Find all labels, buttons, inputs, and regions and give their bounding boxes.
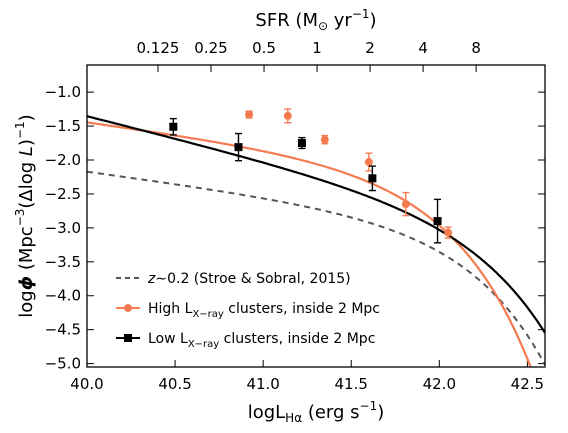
x-tick-label: 40.0: [70, 375, 103, 393]
top-tick-label: 1: [312, 39, 322, 57]
legend-item-high-lxray: High LX−ray clusters, inside 2 Mpc: [116, 301, 380, 320]
y-tick-label: −3.0: [45, 219, 81, 237]
series-points-low-lxray: [169, 117, 442, 244]
high-lxray-point: [320, 135, 329, 144]
low-lxray-point: [234, 143, 243, 152]
x-tick-label: 41.5: [335, 375, 368, 393]
y-tick-label: −1.5: [45, 117, 81, 135]
top-tick-label: 2: [365, 39, 375, 57]
high-lxray-point: [283, 111, 292, 120]
svg-text:z∼0.2 (Stroe & Sobral, 2015): z∼0.2 (Stroe & Sobral, 2015): [147, 271, 351, 287]
legend-item-low-lxray: Low LX−ray clusters, inside 2 Mpc: [116, 331, 375, 350]
series-line-stroe-sobral: [87, 170, 545, 366]
low-lxray-point: [297, 139, 306, 148]
plot-frame: [86, 64, 546, 368]
low-lxray-point: [368, 174, 377, 183]
high-lxray-point: [245, 110, 254, 119]
top-tick-label: 0.125: [137, 39, 180, 57]
y-tick-label: −2.0: [45, 151, 81, 169]
y-axis-title: logϕ (Mpc−3(Δlog L)−1): [13, 114, 37, 317]
x-tick-label: 42.0: [423, 375, 456, 393]
y-tick-label: −4.5: [45, 321, 81, 339]
top-tick-label: 0.5: [252, 39, 276, 57]
svg-text:High LX−ray clusters, inside 2: High LX−ray clusters, inside 2 Mpc: [148, 301, 380, 320]
low-lxray-point: [169, 122, 178, 131]
top-tick-label: 8: [471, 39, 481, 57]
low-lxray-point: [433, 217, 442, 226]
high-lxray-point: [401, 200, 410, 209]
y-tick-label: −1.0: [45, 83, 81, 101]
high-lxray-point: [364, 158, 373, 167]
x-tick-label: 42.5: [511, 375, 544, 393]
y-tick-label: −3.5: [45, 253, 81, 271]
x-axis-title: logLHα (erg s−1): [248, 399, 385, 425]
x-tick-label: 40.5: [158, 375, 191, 393]
x-axis-ticks: 40.0 40.5 41.0 41.5 42.0 42.5: [70, 360, 544, 393]
y-axis-ticks: −1.0 −1.5 −2.0 −2.5 −3.0 −3.5 −4.0 −4.5 −5.0: [45, 83, 545, 373]
legend: z∼0.2 (Stroe & Sobral, 2015) High LX−ray…: [116, 271, 380, 350]
series-line-high-lxray: [87, 121, 532, 367]
top-axis-title: SFR (M⊙ yr−1): [255, 7, 376, 33]
y-tick-label: −5.0: [45, 355, 81, 373]
svg-text:Low LX−ray clusters, inside 2: Low LX−ray clusters, inside 2 Mpc: [148, 331, 375, 350]
high-lxray-point: [444, 228, 453, 237]
x-tick-label: 41.0: [246, 375, 279, 393]
series-points-high-lxray: [245, 108, 453, 239]
top-tick-label: 4: [418, 39, 428, 57]
top-tick-label: 0.25: [194, 39, 227, 57]
y-tick-label: −4.0: [45, 287, 81, 305]
top-axis-ticks: 0.125 0.25 0.5 1 2 4 8: [137, 39, 481, 72]
series-line-low-lxray: [87, 115, 545, 334]
legend-item-stroe: z∼0.2 (Stroe & Sobral, 2015): [116, 271, 351, 287]
y-tick-label: −2.5: [45, 185, 81, 203]
